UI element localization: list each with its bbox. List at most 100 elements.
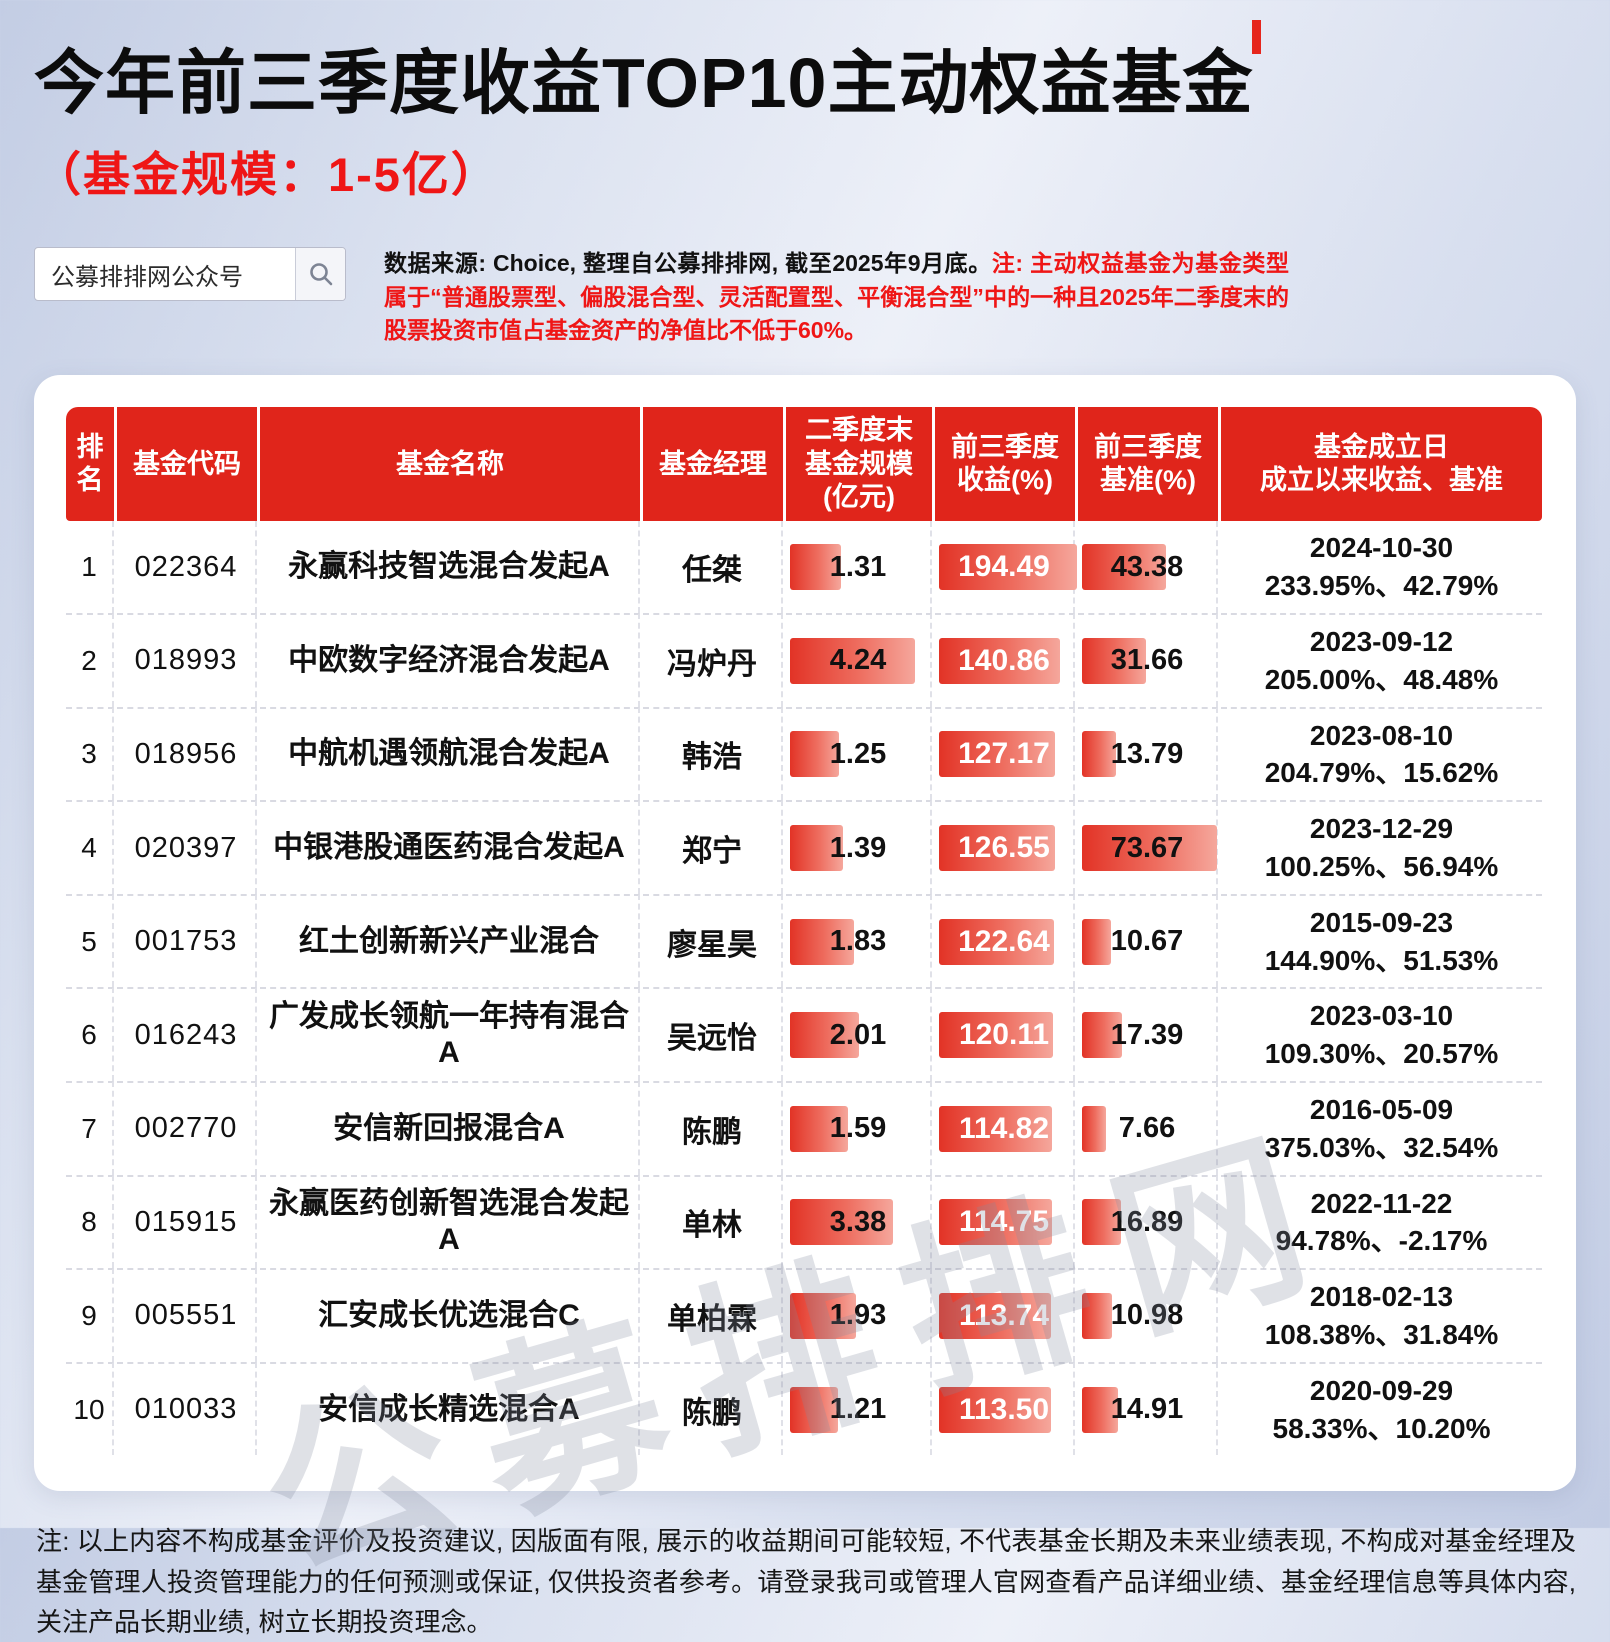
header-rank: 排 名	[66, 407, 114, 522]
return-bar	[939, 1105, 1052, 1152]
fund-code-cell: 018956	[117, 706, 257, 801]
since-inception-return: 233.95%、42.79%	[1264, 570, 1499, 602]
founded-cell: 2023-09-12 205.00%、48.48%	[1221, 613, 1542, 707]
return-value: 127.17	[958, 737, 1050, 771]
founded-cell: 2016-05-09 375.03%、32.54%	[1221, 1080, 1542, 1175]
return-bar	[939, 637, 1060, 684]
founded-cell: 2015-09-23 144.90%、51.53%	[1221, 893, 1542, 988]
fund-name-cell: 中银港股通医药混合发起A	[260, 800, 640, 894]
scale-cell: 1.21	[786, 1361, 932, 1456]
fund-manager-cell: 陈鹏	[643, 1080, 783, 1175]
benchmark-value: 13.79	[1110, 737, 1184, 770]
return-cell: 113.74	[935, 1268, 1075, 1362]
data-source-note: 数据来源: Choice, 整理自公募排排网, 截至2025年9月底。注: 主动…	[384, 247, 1289, 347]
scale-value: 1.31	[829, 550, 887, 583]
header-benchmark: 前三季度 基准(%)	[1078, 407, 1218, 522]
rank-cell: 5	[66, 893, 114, 988]
founded-date: 2018-02-13	[1309, 1281, 1454, 1313]
rank-cell: 2	[66, 613, 114, 707]
return-value: 114.75	[958, 1205, 1050, 1239]
scale-bar	[790, 1105, 848, 1152]
return-value: 122.64	[958, 924, 1050, 958]
rank-cell: 4	[66, 800, 114, 894]
source-text: 数据来源: Choice, 整理自公募排排网, 截至2025年9月底。	[384, 250, 992, 277]
scale-value: 3.38	[829, 1205, 887, 1238]
scale-cell: 1.31	[786, 521, 932, 614]
fund-manager-cell: 郑宁	[643, 800, 783, 894]
fund-name-cell: 永赢医药创新智选混合发起A	[260, 1174, 640, 1269]
scale-bar	[790, 544, 841, 591]
header-fund-name: 基金名称	[260, 407, 640, 522]
return-value: 194.49	[958, 550, 1050, 584]
return-bar	[939, 731, 1056, 778]
fund-manager-cell: 单柏霖	[643, 1268, 783, 1362]
rank-cell: 6	[66, 987, 114, 1081]
page-title: 今年前三季度收益TOP10主动权益基金	[34, 44, 1254, 122]
fund-manager-cell: 韩浩	[643, 706, 783, 801]
return-bar	[939, 1386, 1052, 1433]
founded-date: 2020-09-29	[1309, 1374, 1454, 1406]
return-value: 113.50	[958, 1392, 1050, 1426]
benchmark-cell: 7.66	[1078, 1080, 1218, 1175]
benchmark-cell: 43.38	[1078, 521, 1218, 614]
search-input[interactable]: 公募排排网公众号	[51, 263, 243, 291]
fund-name-cell: 中欧数字经济混合发起A	[260, 613, 640, 707]
fund-name-cell: 广发成长领航一年持有混合A	[260, 987, 640, 1081]
return-cell: 127.17	[935, 706, 1075, 801]
benchmark-value: 16.89	[1110, 1205, 1184, 1238]
return-bar	[939, 918, 1055, 965]
founded-date: 2023-08-10	[1309, 719, 1454, 751]
founded-cell: 2023-08-10 204.79%、15.62%	[1221, 706, 1542, 801]
search-icon[interactable]	[295, 248, 345, 301]
fund-code-cell: 016243	[117, 987, 257, 1081]
fund-code-cell: 022364	[117, 521, 257, 614]
benchmark-bar	[1082, 1012, 1123, 1059]
scale-bar	[790, 637, 916, 684]
return-value: 140.86	[958, 643, 1050, 677]
scale-bar	[790, 731, 840, 778]
benchmark-value: 10.98	[1110, 1299, 1184, 1332]
founded-date: 2023-03-10	[1309, 1000, 1454, 1032]
fund-manager-cell: 吴远怡	[643, 987, 783, 1081]
red-cursor-marker	[1252, 20, 1261, 54]
scale-cell: 1.59	[786, 1080, 932, 1175]
founded-cell: 2023-12-29 100.25%、56.94%	[1221, 800, 1542, 894]
since-inception-return: 204.79%、15.62%	[1264, 757, 1499, 789]
fund-code-cell: 015915	[117, 1174, 257, 1269]
founded-date: 2024-10-30	[1309, 532, 1454, 564]
search-box[interactable]: 公募排排网公众号	[34, 247, 346, 302]
fund-manager-cell: 单林	[643, 1174, 783, 1269]
fund-table-card: 排 名 基金代码 基金名称 基金经理 二季度末 基金规模 (亿元) 前三季度 收…	[34, 375, 1576, 1607]
rank-cell: 8	[66, 1174, 114, 1269]
benchmark-value: 73.67	[1110, 831, 1184, 864]
scale-value: 1.59	[829, 1112, 887, 1145]
founded-cell: 2023-03-10 109.30%、20.57%	[1221, 987, 1542, 1081]
fund-manager-cell: 廖星昊	[643, 893, 783, 988]
benchmark-cell: 16.89	[1078, 1174, 1218, 1269]
return-value: 120.11	[958, 1018, 1050, 1052]
scale-cell: 4.24	[786, 613, 932, 707]
benchmark-bar	[1082, 1386, 1119, 1433]
scale-bar	[790, 1012, 859, 1059]
return-bar	[939, 1292, 1052, 1339]
founded-date: 2022-11-22	[1310, 1187, 1453, 1219]
scale-value: 1.25	[829, 737, 887, 770]
header-fund-manager: 基金经理	[643, 407, 783, 522]
benchmark-bar	[1082, 637, 1147, 684]
founded-cell: 2018-02-13 108.38%、31.84%	[1221, 1268, 1542, 1362]
since-inception-return: 109.30%、20.57%	[1264, 1038, 1499, 1070]
benchmark-bar	[1082, 918, 1111, 965]
benchmark-cell: 31.66	[1078, 613, 1218, 707]
founded-cell: 2022-11-22 94.78%、-2.17%	[1221, 1174, 1542, 1269]
scale-bar	[790, 1199, 894, 1246]
return-bar	[939, 1012, 1054, 1059]
benchmark-cell: 73.67	[1078, 800, 1218, 894]
return-value: 126.55	[958, 831, 1050, 864]
fund-name-cell: 汇安成长优选混合C	[260, 1268, 640, 1362]
benchmark-bar	[1082, 825, 1218, 871]
founded-date: 2023-09-12	[1309, 626, 1454, 658]
header-scale: 二季度末 基金规模 (亿元)	[786, 407, 932, 522]
disclaimer: 注: 以上内容不构成基金评价及投资建议, 因版面有限, 展示的收益期间可能较短,…	[36, 1526, 1576, 1637]
scale-cell: 1.39	[786, 800, 932, 894]
return-cell: 120.11	[935, 987, 1075, 1081]
